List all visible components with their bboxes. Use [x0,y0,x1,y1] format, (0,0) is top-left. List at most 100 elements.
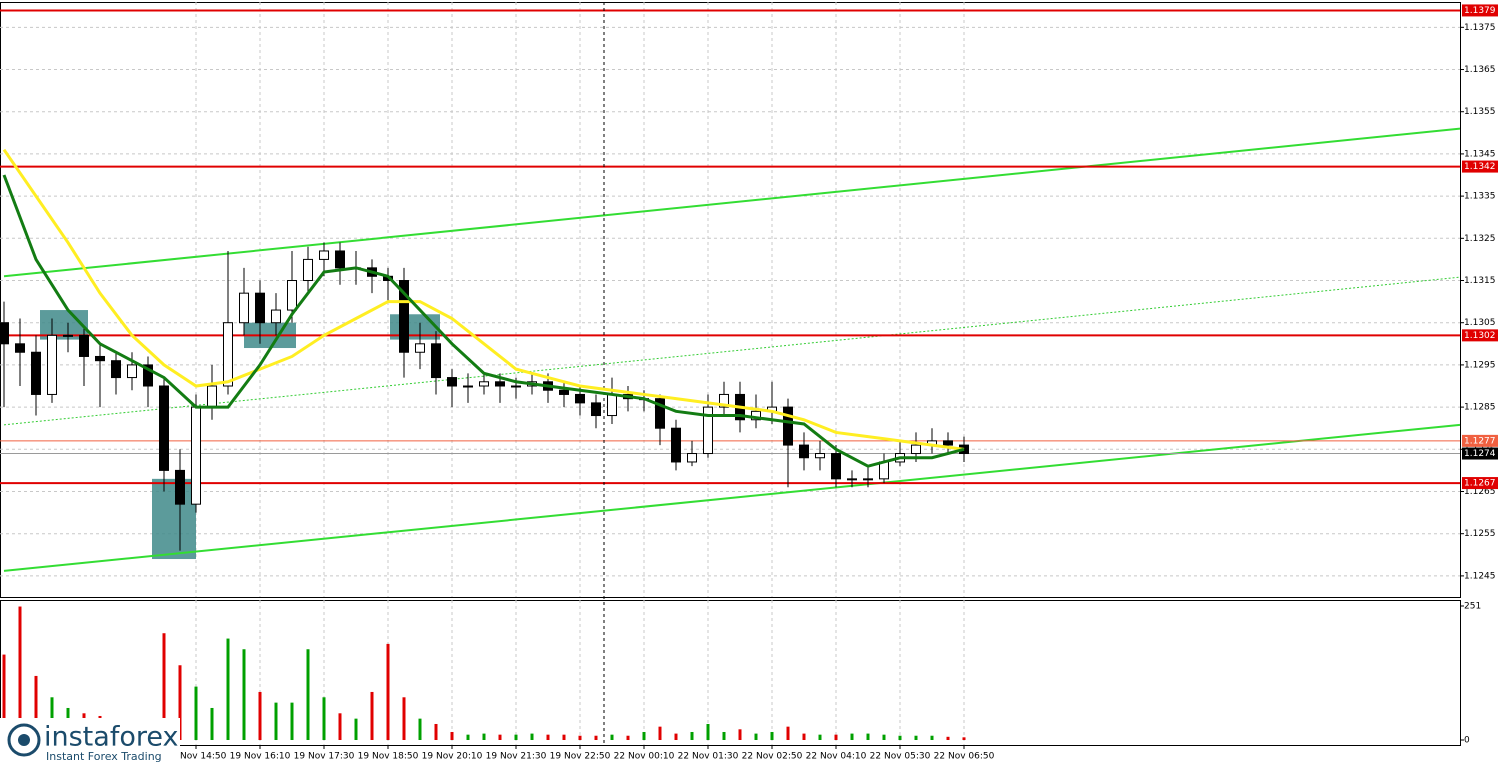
volume-bar [322,697,326,740]
volume-bar [450,731,454,740]
price-panel [0,2,1461,598]
y-tick-label: 1.1255 [1464,529,1496,539]
volume-bar [402,697,406,740]
level-label-bg [1462,160,1498,173]
y-tick-label: 1.1315 [1464,276,1496,286]
level-label: 1.1267 [1462,477,1498,490]
x-tick-label: 19 Nov 14:50 [166,752,227,762]
volume-bar [370,691,374,740]
volume-bar [802,733,806,740]
volume-bar [498,734,502,740]
volume-bar [962,737,966,740]
volume-bar [338,713,342,740]
trendline [3,127,1461,278]
zone [152,478,196,560]
y-tick-label: 1.1365 [1464,65,1496,75]
volume-bar [162,633,166,740]
level-label: 1.1277 [1462,434,1498,447]
volume-bar [242,649,246,740]
volume-bar [514,734,518,740]
x-tick-label: 19 Nov 22:50 [550,752,611,762]
y-tick-label: 1.1265 [1464,487,1496,497]
x-tick-label: 19 Nov 17:30 [294,752,355,762]
y-tick-label: 1.1295 [1464,360,1496,370]
volume-bar [658,726,662,740]
candle-body [847,478,857,481]
candle-body [703,406,713,455]
x-tick-label: 22 Nov 05:30 [870,752,931,762]
x-tick-label: 19 Nov 16:10 [230,752,291,762]
level-label-text: 1.1379 [1464,6,1496,16]
volume-bar [418,718,422,740]
candle-body [863,478,873,481]
volume-bar [706,723,710,740]
y-tick-label: 1.1375 [1464,23,1496,33]
x-tick-label: 19 Nov 18:50 [358,752,419,762]
volume-bar [898,735,902,740]
logo: instaforex Instant Forex Trading [0,718,180,764]
x-tick-label: 19 Nov 21:30 [486,752,547,762]
volume-bar [562,734,566,740]
level-label-bg [1462,329,1498,342]
candle-body [207,385,217,408]
level-label-text: 1.1277 [1464,436,1496,446]
candle-body [831,453,841,480]
volume-bar [18,606,22,740]
trendline [3,423,1461,572]
candle-body [239,292,249,324]
volume-bar [466,734,470,740]
candle-body [415,343,425,353]
volume-bar [594,735,598,740]
level-label-bg [1462,4,1498,17]
volume-bar [722,731,726,740]
candle-body [319,250,329,260]
y-tick-label: 1.1285 [1464,403,1496,413]
candle-body [671,427,681,463]
candle-body [559,389,569,395]
candle-body [943,440,953,446]
candle-body [303,258,313,282]
candle-body [287,280,297,311]
volume-bar [610,734,614,740]
volume-bar [882,734,886,740]
volume-bar [194,686,198,740]
volume-bar [914,735,918,740]
candle-body [479,381,489,387]
volume-bar [354,718,358,740]
y2-tick-label: 251 [1464,602,1481,612]
logo-name: instaforex [44,722,178,753]
candle-body [495,381,505,387]
volume-bar [866,733,870,740]
volume-bar [850,733,854,740]
candle-body [399,280,409,353]
y-tick-label: 1.1355 [1464,107,1496,117]
candle-body [47,334,57,395]
volume-bar [930,735,934,740]
volume-bar [834,734,838,740]
candle-body [575,393,585,404]
volume-bar [274,702,278,740]
x-tick-label: 22 Nov 01:30 [678,752,739,762]
volume-bar [482,733,486,740]
volume-bar [290,702,294,740]
level-label-text: 1.1267 [1464,479,1496,489]
candle-body [783,406,793,446]
volume-bar [306,649,310,740]
y-tick-label: 1.1245 [1464,571,1496,581]
candle-body [815,453,825,459]
candle-body [0,322,9,345]
level-label: 1.1302 [1462,329,1498,342]
candle-body [79,334,89,357]
candle-body [719,393,729,408]
x-tick-label: 22 Nov 00:10 [614,752,675,762]
candle-body [335,250,345,269]
level-label-bg [1462,434,1498,447]
logo-icon-core [18,734,30,746]
y-tick-label: 1.1345 [1464,149,1496,159]
candle-body [111,360,121,379]
candle-body [431,343,441,379]
volume-bar [946,736,950,740]
volume-bar [226,638,230,740]
volume-panel [0,600,1461,746]
